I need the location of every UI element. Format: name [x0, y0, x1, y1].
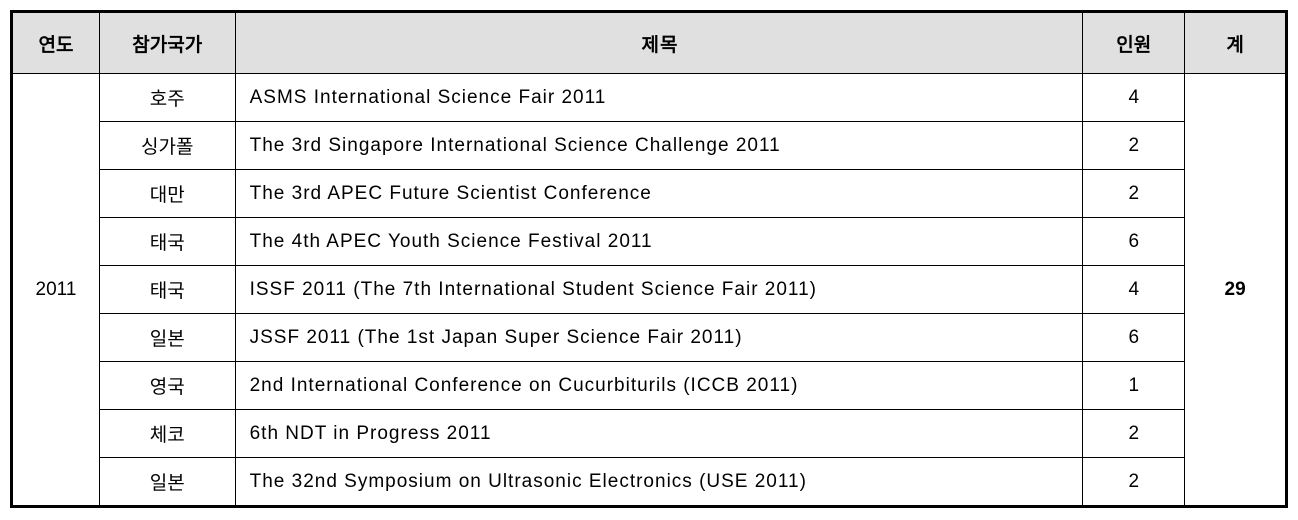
cell-title: The 32nd Symposium on Ultrasonic Electro… — [235, 458, 1083, 507]
cell-people: 2 — [1083, 410, 1185, 458]
table-row: 싱가폴 The 3rd Singapore International Scie… — [12, 122, 1287, 170]
cell-title: ASMS International Science Fair 2011 — [235, 74, 1083, 122]
cell-people: 2 — [1083, 458, 1185, 507]
cell-title: 6th NDT in Progress 2011 — [235, 410, 1083, 458]
cell-country: 태국 — [99, 218, 235, 266]
cell-year: 2011 — [12, 74, 100, 507]
cell-total: 29 — [1185, 74, 1287, 507]
cell-country: 호주 — [99, 74, 235, 122]
cell-people: 4 — [1083, 266, 1185, 314]
header-total: 계 — [1185, 12, 1287, 74]
table-header: 연도 참가국가 제목 인원 계 — [12, 12, 1287, 74]
cell-title: 2nd International Conference on Cucurbit… — [235, 362, 1083, 410]
cell-country: 싱가폴 — [99, 122, 235, 170]
cell-people: 1 — [1083, 362, 1185, 410]
cell-title: The 3rd APEC Future Scientist Conference — [235, 170, 1083, 218]
cell-title: JSSF 2011 (The 1st Japan Super Science F… — [235, 314, 1083, 362]
header-row: 연도 참가국가 제목 인원 계 — [12, 12, 1287, 74]
header-title: 제목 — [235, 12, 1083, 74]
cell-country: 영국 — [99, 362, 235, 410]
science-fair-table: 연도 참가국가 제목 인원 계 2011 호주 ASMS Internation… — [10, 10, 1288, 508]
cell-title: The 4th APEC Youth Science Festival 2011 — [235, 218, 1083, 266]
table-body: 2011 호주 ASMS International Science Fair … — [12, 74, 1287, 507]
cell-people: 2 — [1083, 170, 1185, 218]
table-row: 2011 호주 ASMS International Science Fair … — [12, 74, 1287, 122]
cell-people: 6 — [1083, 314, 1185, 362]
cell-people: 2 — [1083, 122, 1185, 170]
cell-country: 일본 — [99, 458, 235, 507]
cell-country: 대만 — [99, 170, 235, 218]
cell-title: ISSF 2011 (The 7th International Student… — [235, 266, 1083, 314]
cell-people: 4 — [1083, 74, 1185, 122]
table-row: 일본 JSSF 2011 (The 1st Japan Super Scienc… — [12, 314, 1287, 362]
table-row: 일본 The 32nd Symposium on Ultrasonic Elec… — [12, 458, 1287, 507]
cell-country: 태국 — [99, 266, 235, 314]
cell-title: The 3rd Singapore International Science … — [235, 122, 1083, 170]
cell-country: 일본 — [99, 314, 235, 362]
cell-people: 6 — [1083, 218, 1185, 266]
table-row: 태국 ISSF 2011 (The 7th International Stud… — [12, 266, 1287, 314]
cell-country: 체코 — [99, 410, 235, 458]
header-year: 연도 — [12, 12, 100, 74]
table-row: 대만 The 3rd APEC Future Scientist Confere… — [12, 170, 1287, 218]
header-people: 인원 — [1083, 12, 1185, 74]
table-row: 태국 The 4th APEC Youth Science Festival 2… — [12, 218, 1287, 266]
header-country: 참가국가 — [99, 12, 235, 74]
table-row: 영국 2nd International Conference on Cucur… — [12, 362, 1287, 410]
table-row: 체코 6th NDT in Progress 2011 2 — [12, 410, 1287, 458]
